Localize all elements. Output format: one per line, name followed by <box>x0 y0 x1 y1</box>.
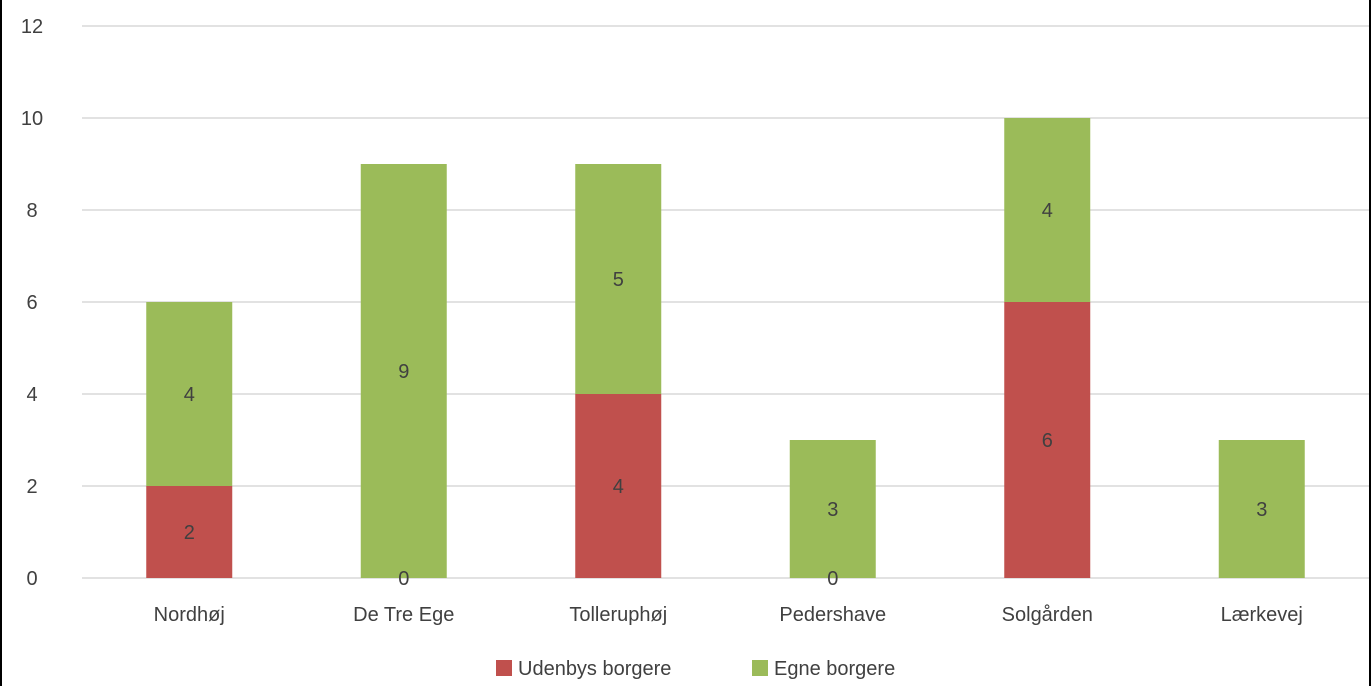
data-label-egne-borgere-nordh-j: 4 <box>184 384 195 406</box>
x-tick-label-pedershave: Pedershave <box>779 604 886 626</box>
y-tick-label: 6 <box>26 292 37 314</box>
data-label-udenbys-borgere-tolleruph-j: 4 <box>613 476 624 498</box>
legend: Udenbys borgere Egne borgere <box>496 658 895 680</box>
data-label-udenbys-borgere-de-tre-ege: 0 <box>398 568 409 590</box>
data-label-egne-borgere-pedershave: 3 <box>827 499 838 521</box>
x-tick-label-de-tre-ege: De Tre Ege <box>353 604 454 626</box>
y-tick-label: 8 <box>26 200 37 222</box>
data-label-udenbys-borgere-pedershave: 0 <box>827 568 838 590</box>
bar-egne-borgere-solga-rden <box>1004 118 1091 302</box>
y-tick-label: 0 <box>26 568 37 590</box>
x-tick-label-solga-rden: Solgården <box>1002 604 1093 626</box>
legend-swatch-egne-borgere <box>752 660 768 676</box>
y-tick-label: 12 <box>21 16 43 38</box>
data-label-udenbys-borgere-solga-rden: 6 <box>1042 430 1053 452</box>
gridlines <box>82 25 1369 579</box>
bar-egne-borgere-nordh-j <box>146 302 233 486</box>
data-label-udenbys-borgere-nordh-j: 2 <box>184 522 195 544</box>
y-axis-ticks: 0 2 4 6 8 10 12 <box>21 16 43 590</box>
legend-swatch-udenbys-borgere <box>496 660 512 676</box>
bars <box>146 118 1305 578</box>
bar-egne-borgere-de-tre-ege <box>360 164 447 578</box>
legend-label-egne-borgere: Egne borgere <box>774 658 895 680</box>
bar-egne-borgere-l-rkevej <box>1218 440 1305 578</box>
data-label-egne-borgere-tolleruph-j: 5 <box>613 269 624 291</box>
data-label-egne-borgere-l-rkevej: 3 <box>1256 499 1267 521</box>
data-label-egne-borgere-solga-rden: 4 <box>1042 200 1053 222</box>
x-tick-label-nordh-j: Nordhøj <box>154 604 225 626</box>
y-tick-label: 2 <box>26 476 37 498</box>
legend-label-udenbys-borgere: Udenbys borgere <box>518 658 671 680</box>
bar-udenbys-borgere-solga-rden <box>1004 302 1091 578</box>
x-axis-ticks: Nordhøj De Tre Ege Tolleruphøj Pedershave So… <box>154 604 1303 626</box>
x-tick-label-l-rkevej: Lærkevej <box>1221 604 1303 626</box>
y-tick-label: 10 <box>21 108 43 130</box>
bar-egne-borgere-pedershave <box>789 440 876 578</box>
y-tick-label: 4 <box>26 384 37 406</box>
x-tick-label-tolleruph-j: Tolleruphøj <box>569 604 667 626</box>
bar-udenbys-borgere-nordh-j <box>146 486 233 578</box>
data-labels: 2 4 0 9 4 5 0 3 6 4 3 <box>184 200 1268 590</box>
data-label-egne-borgere-de-tre-ege: 9 <box>398 361 409 383</box>
bar-udenbys-borgere-tolleruph-j <box>575 394 662 578</box>
bar-egne-borgere-tolleruph-j <box>575 164 662 394</box>
